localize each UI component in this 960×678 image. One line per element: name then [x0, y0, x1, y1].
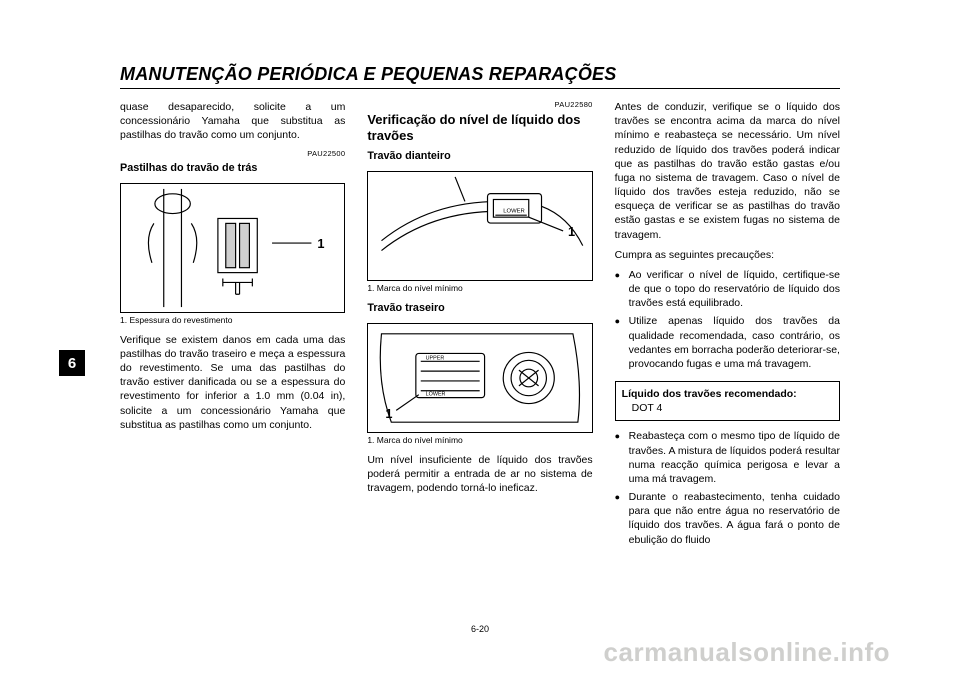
page-number: 6-20	[471, 624, 489, 634]
header-title: MANUTENÇÃO PERIÓDICA E PEQUENAS REPARAÇÕ…	[120, 64, 616, 84]
manual-page: MANUTENÇÃO PERIÓDICA E PEQUENAS REPARAÇÕ…	[0, 0, 960, 678]
header-rule	[120, 88, 840, 89]
col1-subhead: Pastilhas do travão de trás	[120, 161, 345, 176]
col3-b1: Ao verificar o nível de líquido, certifi…	[615, 268, 840, 311]
page-header: MANUTENÇÃO PERIÓDICA E PEQUENAS REPARAÇÕ…	[120, 64, 840, 85]
recommended-fluid-box: Líquido dos travões recomendado: DOT 4	[615, 381, 840, 421]
fig1-label: 1	[317, 236, 324, 251]
figure-front-reservoir: LOWER 1	[367, 171, 592, 281]
col3-b2: Utilize apenas líquido dos travões da qu…	[615, 314, 840, 371]
col3-b4: Durante o reabastecimento, tenha cuidado…	[615, 490, 840, 547]
col2-sectionhead: Verificação do nível de líquido dos trav…	[367, 112, 592, 145]
column-1: quase desaparecido, solicite a um conces…	[120, 100, 345, 608]
svg-text:LOWER: LOWER	[504, 208, 526, 214]
svg-text:LOWER: LOWER	[426, 392, 446, 398]
col2-body: Um nível insuficiente de líquido dos tra…	[367, 453, 592, 496]
rear-pads-illustration: 1	[121, 184, 344, 312]
figure-rear-reservoir: UPPER LOWER 1	[367, 323, 592, 433]
col1-intro: quase desaparecido, solicite a um conces…	[120, 100, 345, 143]
col2-sub1: Travão dianteiro	[367, 149, 592, 164]
column-3: Antes de conduzir, verifique se o líquid…	[615, 100, 840, 608]
front-reservoir-illustration: LOWER 1	[368, 172, 591, 280]
fig3-caption: 1. Marca do nível mínimo	[367, 435, 592, 446]
col3-b3: Reabasteça com o mesmo tipo de líquido d…	[615, 429, 840, 486]
col3-bullets-2: Reabasteça com o mesmo tipo de líquido d…	[615, 429, 840, 550]
figure-rear-pads: 1	[120, 183, 345, 313]
fig2-caption: 1. Marca do nível mínimo	[367, 283, 592, 294]
content-columns: quase desaparecido, solicite a um conces…	[120, 100, 840, 608]
fig3-label: 1	[386, 406, 393, 421]
rec-title: Líquido dos travões recomendado:	[622, 387, 833, 401]
chapter-number: 6	[68, 355, 76, 372]
col1-body: Verifique se existem danos em cada uma d…	[120, 333, 345, 432]
col2-sub2: Travão traseiro	[367, 301, 592, 316]
column-2: PAU22580 Verificação do nível de líquido…	[367, 100, 592, 608]
col3-bullets-1: Ao verificar o nível de líquido, certifi…	[615, 268, 840, 375]
page-footer: 6-20	[0, 624, 960, 634]
watermark: carmanualsonline.info	[604, 637, 890, 668]
fig2-label: 1	[568, 224, 575, 239]
rear-reservoir-illustration: UPPER LOWER 1	[368, 324, 591, 432]
col3-p1: Antes de conduzir, verifique se o líquid…	[615, 100, 840, 242]
chapter-tab: 6	[59, 350, 85, 376]
col1-code: PAU22500	[120, 149, 345, 159]
fig1-caption: 1. Espessura do revestimento	[120, 315, 345, 326]
col2-code: PAU22580	[367, 100, 592, 110]
svg-text:UPPER: UPPER	[426, 356, 445, 362]
col3-p2: Cumpra as seguintes precauções:	[615, 248, 840, 262]
rec-value: DOT 4	[622, 401, 833, 415]
